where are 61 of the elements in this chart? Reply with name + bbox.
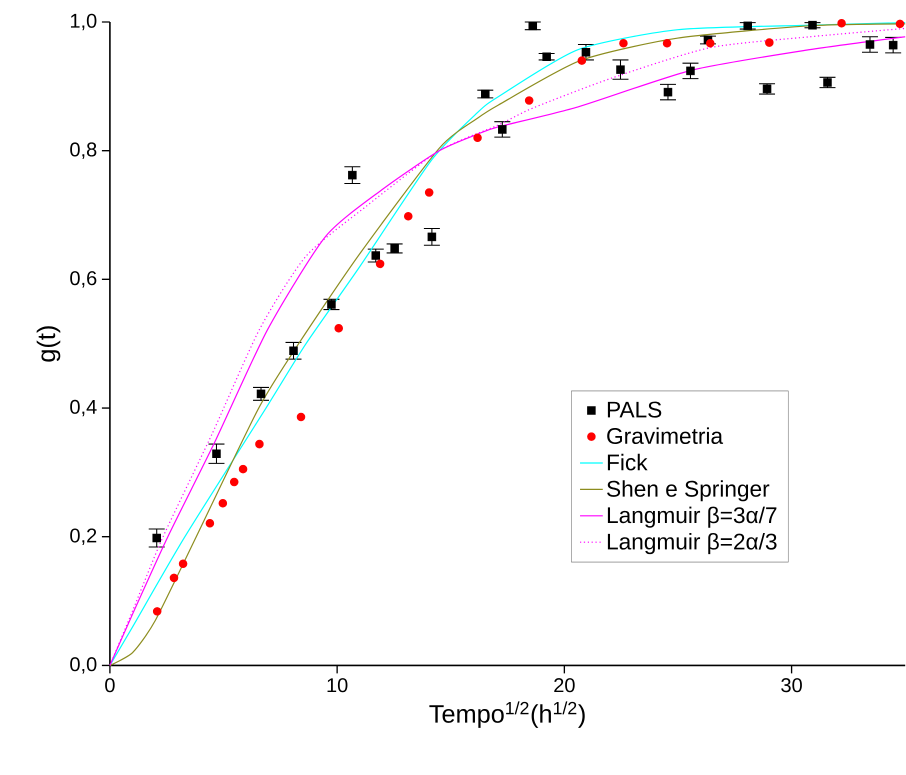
legend-label: Langmuir β=2α/3: [608, 532, 777, 554]
point: [152, 534, 161, 542]
y-tick-label: 0,0: [70, 656, 96, 674]
x-tick-label: 10: [328, 678, 348, 692]
y-tick-label: 0,8: [70, 142, 96, 159]
point: [238, 464, 248, 474]
point: [686, 66, 695, 75]
point: [616, 65, 625, 74]
point: [743, 21, 752, 30]
x-tick-label: 30: [781, 678, 802, 692]
point: [170, 573, 178, 582]
point: [390, 244, 399, 253]
point: [404, 212, 413, 220]
y-tick-label: 0,4: [70, 400, 97, 416]
point: [619, 38, 628, 48]
point: [178, 559, 188, 568]
point: [376, 259, 384, 268]
point: [327, 300, 336, 309]
point: [296, 412, 306, 422]
point: [808, 20, 817, 30]
point: [206, 518, 214, 528]
legend-label: Shen e Springer: [607, 480, 770, 502]
point: [424, 188, 434, 197]
point: [582, 48, 590, 56]
point: [473, 133, 482, 142]
x-tick-label: 20: [554, 678, 575, 692]
point: [578, 56, 586, 65]
y-tick-label: 1,0: [70, 14, 96, 30]
point: [256, 389, 266, 398]
x-axis-title: Tempo$^{1/2}$(h$^{1/2}$): [429, 701, 585, 728]
y-axis-title: g(t): [36, 326, 60, 362]
point: [481, 90, 490, 98]
y-tick-label: 0,6: [70, 270, 96, 288]
y-tick-label: 0,2: [70, 528, 96, 545]
point: [348, 170, 357, 180]
x-tick-label: 0: [105, 678, 115, 692]
point: [664, 88, 672, 96]
point: [334, 324, 343, 332]
point: [152, 606, 162, 616]
point: [823, 78, 832, 87]
point: [662, 38, 672, 48]
point: [289, 346, 298, 355]
point: [542, 52, 551, 61]
point: [762, 84, 772, 94]
point: [428, 232, 436, 241]
point: [371, 251, 380, 260]
point: [765, 38, 774, 47]
point: [218, 498, 228, 508]
point: [706, 38, 715, 48]
legend-label: Fick: [608, 454, 648, 470]
point: [888, 40, 898, 50]
legend-label: PALS: [608, 401, 662, 418]
legend-label: Gravimetria: [607, 427, 724, 444]
point: [498, 125, 507, 134]
point: [255, 440, 264, 448]
point: [230, 478, 238, 486]
legend-label: Langmuir β=3α/7: [608, 506, 776, 528]
point: [524, 96, 534, 105]
point: [212, 449, 221, 458]
point: [837, 18, 846, 28]
point: [866, 40, 874, 49]
